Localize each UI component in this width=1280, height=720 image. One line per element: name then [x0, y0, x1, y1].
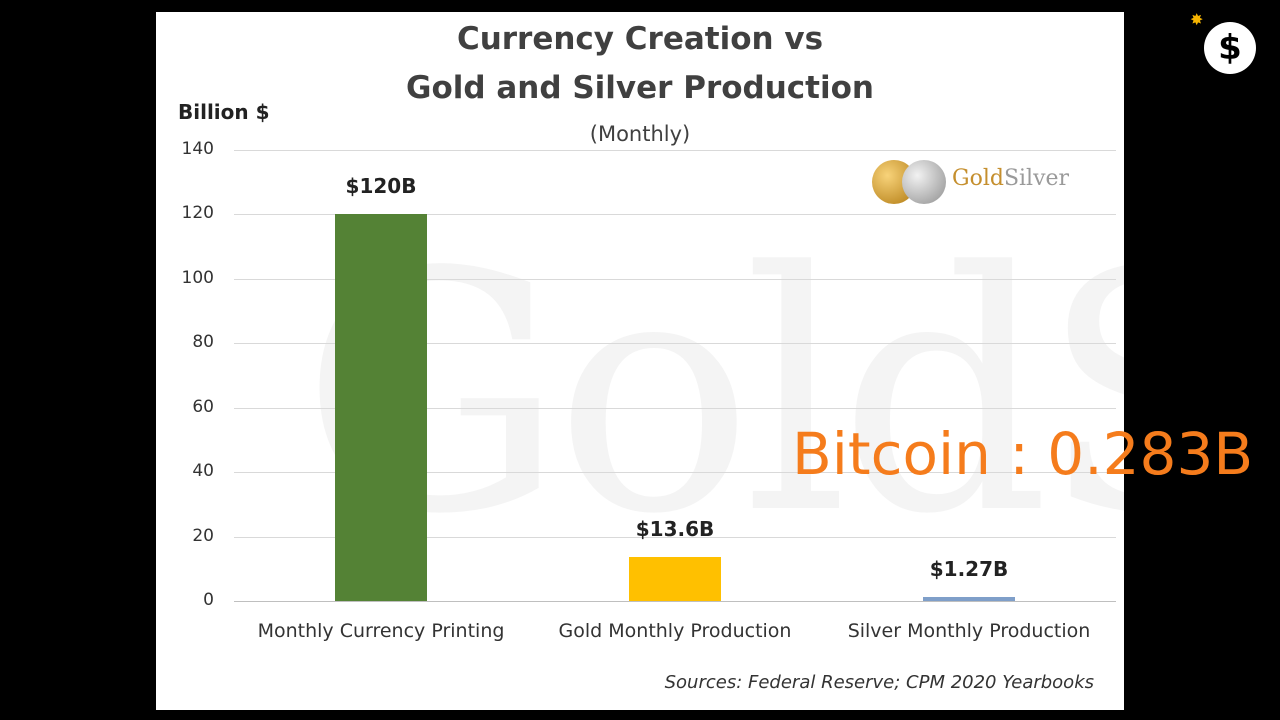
bar-value-label: $1.27B: [929, 556, 1009, 581]
bar-3: [923, 596, 1015, 601]
bar-1: [335, 214, 427, 601]
dollar-bomb-icon: $: [1204, 22, 1256, 74]
chart-title-line2: Gold and Silver Production: [406, 70, 874, 106]
gridline: [234, 407, 1116, 409]
x-category-label: Monthly Currency Printing: [257, 620, 505, 642]
y-tick-label: 140: [181, 139, 214, 159]
y-axis-label: Billion $: [178, 100, 270, 124]
logo-text-silver: Silver: [1003, 166, 1070, 191]
gridline: [234, 278, 1116, 280]
gridline: [234, 601, 1116, 602]
x-category-label: Gold Monthly Production: [558, 620, 792, 642]
bar-value-label: $120B: [345, 174, 417, 199]
y-tick-label: 80: [192, 332, 214, 353]
source-note: Sources: Federal Reserve; CPM 2020 Yearb…: [664, 672, 1094, 693]
bar-value-label: $13.6B: [635, 517, 715, 542]
y-tick-label: 20: [192, 525, 214, 546]
chart-subtitle: (Monthly): [589, 122, 691, 146]
x-category-label: Silver Monthly Production: [847, 620, 1091, 642]
gridline: [234, 536, 1116, 538]
y-tick-label: 100: [181, 267, 214, 288]
y-tick-label: 0: [203, 590, 214, 610]
y-tick-label: 40: [192, 461, 214, 482]
bar-2: [629, 557, 721, 601]
logo-text: GoldSilver: [952, 166, 1069, 191]
gridline: [234, 472, 1116, 474]
chart-title: Currency Creation vs: [456, 21, 824, 57]
gridline: [234, 214, 1116, 216]
fuse-spark-icon: ✸: [1190, 10, 1204, 29]
logo-text-gold: Gold: [952, 166, 1004, 191]
y-tick-label: 120: [181, 203, 214, 224]
chart-panel: GoldSilver Currency Creation vs Gold and…: [156, 12, 1280, 710]
watermark: GoldSilver: [301, 202, 1280, 586]
goldsilver-logo: GoldSilver: [872, 158, 1112, 208]
gridline: [234, 343, 1116, 345]
gridline: [234, 150, 1116, 151]
bitcoin-overlay-text: Bitcoin : 0.283B: [792, 420, 1254, 488]
silver-coin-icon: [902, 160, 946, 204]
y-tick-label: 60: [192, 396, 214, 417]
